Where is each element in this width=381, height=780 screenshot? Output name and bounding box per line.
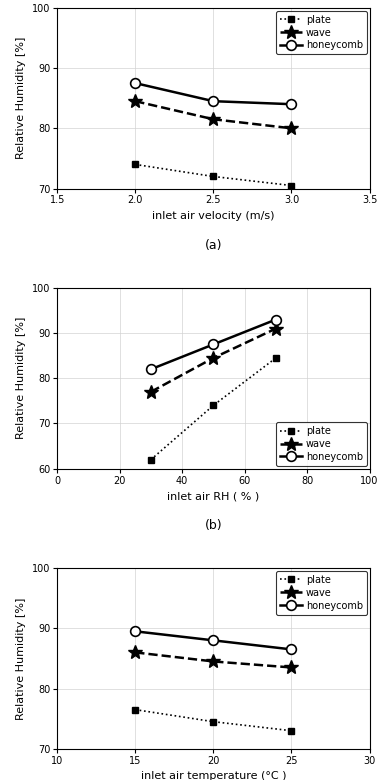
wave xyxy=(211,115,216,124)
Y-axis label: Relative Humidity [%]: Relative Humidity [%] xyxy=(16,37,26,159)
wave xyxy=(274,324,278,333)
Legend: plate, wave, honeycomb: plate, wave, honeycomb xyxy=(277,11,367,55)
wave xyxy=(211,657,216,666)
honeycomb xyxy=(149,364,153,374)
honeycomb xyxy=(211,636,216,645)
plate xyxy=(211,172,216,181)
Line: plate: plate xyxy=(132,706,295,734)
Line: plate: plate xyxy=(147,354,279,463)
wave xyxy=(133,97,138,106)
honeycomb xyxy=(274,315,278,324)
plate xyxy=(211,717,216,726)
honeycomb xyxy=(289,645,294,654)
X-axis label: inlet air RH ( % ): inlet air RH ( % ) xyxy=(167,491,259,502)
plate xyxy=(274,353,278,363)
Text: (a): (a) xyxy=(205,239,222,252)
Legend: plate, wave, honeycomb: plate, wave, honeycomb xyxy=(277,571,367,615)
Y-axis label: Relative Humidity [%]: Relative Humidity [%] xyxy=(16,597,26,720)
Legend: plate, wave, honeycomb: plate, wave, honeycomb xyxy=(277,422,367,466)
plate xyxy=(211,401,216,410)
plate xyxy=(133,705,138,714)
wave xyxy=(149,387,153,396)
honeycomb xyxy=(133,626,138,636)
Text: (b): (b) xyxy=(205,519,222,532)
wave xyxy=(289,663,294,672)
Line: honeycomb: honeycomb xyxy=(130,78,296,109)
Y-axis label: Relative Humidity [%]: Relative Humidity [%] xyxy=(16,317,26,439)
plate xyxy=(133,160,138,169)
wave xyxy=(133,647,138,657)
wave xyxy=(289,123,294,133)
honeycomb xyxy=(289,100,294,109)
X-axis label: inlet air velocity (m/s): inlet air velocity (m/s) xyxy=(152,211,275,221)
honeycomb xyxy=(211,97,216,106)
plate xyxy=(289,726,294,736)
Line: wave: wave xyxy=(144,321,283,399)
X-axis label: inlet air temperature (°C ): inlet air temperature (°C ) xyxy=(141,771,286,780)
plate xyxy=(289,181,294,190)
Line: wave: wave xyxy=(128,646,298,675)
plate xyxy=(149,455,153,464)
Line: wave: wave xyxy=(128,94,298,135)
honeycomb xyxy=(211,340,216,349)
Line: plate: plate xyxy=(132,161,295,189)
honeycomb xyxy=(133,79,138,88)
Line: honeycomb: honeycomb xyxy=(146,314,281,374)
wave xyxy=(211,353,216,363)
Line: honeycomb: honeycomb xyxy=(130,626,296,654)
